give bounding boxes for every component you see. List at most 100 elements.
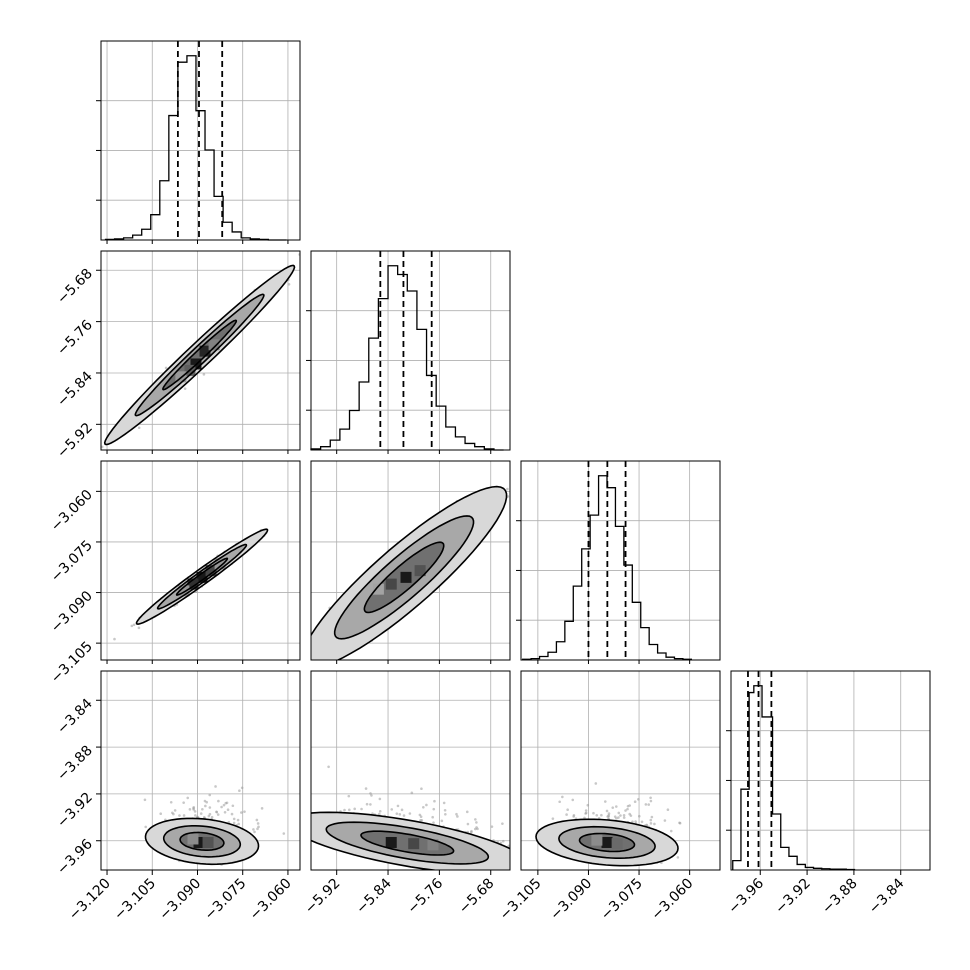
panel-content (521, 671, 720, 870)
sample-point (287, 282, 291, 286)
sample-point (420, 787, 423, 791)
sample-point (584, 809, 588, 812)
histogram-step (104, 55, 287, 241)
panel-frame (310, 670, 511, 871)
sample-point (204, 804, 207, 808)
density-cell (208, 339, 220, 351)
contour-line (175, 557, 229, 596)
sample-point (243, 810, 246, 813)
sample-point (76, 464, 79, 467)
x-tick-label: −5.84 (353, 875, 395, 917)
sample-point (365, 802, 369, 806)
sample-point (252, 828, 255, 831)
sample-point (202, 373, 206, 376)
sample-point (208, 793, 212, 797)
panel-content (101, 461, 300, 660)
sample-point (256, 827, 259, 831)
density-cell (408, 838, 420, 850)
sample-point (353, 807, 356, 811)
sample-point (592, 811, 595, 815)
sample-point (192, 805, 196, 809)
sample-point (395, 812, 399, 815)
sample-point (203, 799, 207, 803)
contour-line (162, 824, 242, 858)
x-tick-label: −3.120 (66, 876, 114, 924)
sample-point (232, 821, 236, 825)
sample-point (172, 812, 175, 816)
y-axis: −5.92 −5.84 −5.76 −5.68 (54, 266, 101, 461)
contour-line (311, 811, 510, 870)
y-tick-label: −3.96 (54, 836, 96, 878)
sample-point (199, 812, 203, 815)
contour-line (134, 293, 265, 417)
density-cell (187, 578, 199, 590)
sample-point (240, 786, 244, 790)
density-cell (187, 833, 199, 845)
sample-point (514, 856, 517, 859)
sample-point (522, 501, 525, 504)
density-cell (202, 836, 214, 848)
density-cell (205, 565, 217, 577)
density-cell (414, 565, 426, 577)
histogram-step (732, 685, 856, 871)
sample-point (431, 815, 434, 819)
sample-point (231, 804, 235, 808)
sample-point (558, 800, 561, 804)
contour-line (103, 264, 296, 446)
sample-point (257, 825, 260, 829)
contour-line (325, 821, 490, 865)
sample-point (607, 812, 611, 815)
x-axis: −5.92 −5.84 −5.76 −5.68 (302, 870, 498, 917)
scatter-panel (310, 460, 525, 661)
sample-point (260, 807, 264, 810)
sample-point (442, 801, 446, 805)
sample-point (201, 807, 204, 811)
x-axis: −3.105 −3.090 −3.075 −3.060 (497, 870, 696, 924)
x-tick-label: −3.090 (547, 876, 595, 924)
sample-point (98, 444, 101, 447)
sample-point (456, 815, 459, 818)
sample-point (637, 797, 640, 801)
sample-point (669, 829, 673, 833)
density-cell (611, 838, 623, 850)
sample-point (572, 815, 575, 818)
sample-point (606, 815, 609, 818)
sample-point (207, 814, 211, 818)
y-tick-label: −3.090 (48, 588, 96, 636)
sample-point (230, 812, 234, 816)
sample-point (348, 808, 351, 812)
y-tick-label: −3.92 (54, 789, 96, 831)
sample-point (513, 826, 516, 829)
y-tick-label: −3.075 (48, 537, 96, 585)
x-tick-label: −3.060 (247, 876, 295, 924)
sample-point (595, 813, 599, 817)
contour-line (558, 825, 656, 860)
sample-point (410, 791, 414, 795)
y-tick-label: −5.68 (54, 266, 96, 308)
density-cell (601, 836, 613, 848)
y-tick-label: −5.76 (54, 317, 96, 359)
sample-point (425, 803, 428, 807)
density-cell (427, 839, 439, 851)
sample-point (238, 789, 241, 793)
sample-point (663, 819, 667, 822)
density-cell (372, 583, 384, 595)
sample-point (256, 822, 260, 825)
sample-point (232, 817, 236, 821)
panel-frame (100, 40, 301, 241)
sample-point (300, 268, 303, 271)
y-axis: −3.105−3.090−3.075−3.060 (48, 487, 101, 687)
sample-point (613, 815, 617, 818)
x-tick-label: −3.090 (156, 876, 204, 924)
sample-point (164, 366, 168, 370)
y-tick-label: −5.84 (54, 368, 96, 410)
sample-point (240, 811, 243, 814)
sample-point (347, 794, 351, 798)
sample-point (634, 820, 637, 823)
sample-point (217, 799, 220, 803)
sample-point (444, 812, 447, 816)
sample-point (584, 812, 587, 815)
sample-point (378, 797, 382, 801)
sample-point (586, 803, 590, 807)
sample-point (169, 800, 173, 804)
